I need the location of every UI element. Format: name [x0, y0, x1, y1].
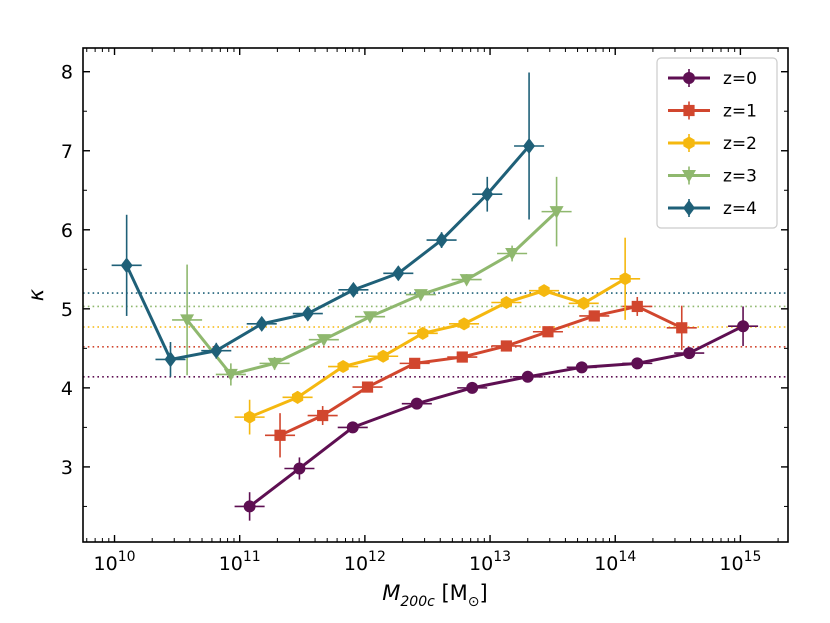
data-point-z4-2	[210, 342, 223, 359]
data-point-z3-0	[180, 314, 195, 327]
data-point-z2-6	[500, 296, 512, 310]
data-point-z3-6	[459, 274, 474, 287]
data-series	[111, 72, 759, 521]
data-point-z0-0	[243, 500, 256, 513]
axis-ticks	[83, 48, 788, 542]
legend-entry-z0: z=0	[668, 69, 757, 89]
y-tick-label-3: 3	[61, 457, 73, 479]
legend-entry-z2: z=2	[668, 134, 757, 154]
data-point-z2-3	[377, 349, 389, 363]
data-point-z1-9	[676, 322, 688, 334]
data-point-z2-0	[243, 410, 256, 424]
x-tick-label-10: 1010	[94, 549, 136, 575]
data-point-z0-2	[346, 421, 359, 434]
data-point-z0-5	[521, 370, 534, 383]
y-tick-label-6: 6	[61, 220, 73, 242]
legend-entry-z1: z=1	[668, 101, 757, 122]
series-z3	[172, 176, 572, 386]
data-point-z1-7	[588, 310, 600, 322]
legend-marker-z4	[683, 200, 695, 216]
axes-frame	[82, 47, 789, 543]
data-point-z3-2	[267, 357, 282, 371]
x-tick-label-15: 1015	[719, 549, 761, 575]
data-point-z3-8	[549, 206, 564, 219]
data-point-z4-9	[523, 138, 536, 155]
data-point-z1-4	[456, 351, 468, 363]
legend-entry-z4: z=4	[668, 199, 757, 219]
data-point-z4-6	[392, 265, 405, 282]
data-point-z2-9	[619, 272, 631, 286]
legend-entry-z3: z=3	[668, 166, 757, 187]
series-z0	[234, 306, 759, 521]
legend-marker-z0	[683, 72, 695, 84]
x-tick-label-12: 1012	[344, 549, 386, 575]
data-point-z2-8	[578, 296, 590, 310]
legend-marker-z2	[683, 136, 695, 150]
series-z4	[111, 72, 545, 377]
legend-marker-z3	[682, 170, 696, 183]
data-point-z0-9	[737, 320, 750, 333]
data-point-z2-5	[458, 317, 470, 331]
legend: z=0 z=1 z=2 z=3 z=4	[656, 57, 778, 229]
data-point-z2-2	[337, 360, 349, 374]
data-point-z2-4	[417, 326, 429, 340]
data-point-z4-3	[255, 315, 268, 332]
data-point-z4-5	[347, 281, 360, 298]
data-point-z3-4	[363, 311, 378, 324]
legend-label-z0: z=0	[723, 69, 757, 89]
series-line-z0	[248, 324, 744, 508]
y-tick-label-4: 4	[61, 378, 73, 400]
data-point-z4-8	[481, 186, 494, 203]
data-point-z1-1	[317, 409, 329, 422]
legend-label-z3: z=3	[723, 167, 757, 187]
data-point-z0-1	[293, 462, 306, 475]
series-z2	[234, 237, 641, 435]
data-point-z0-7	[631, 357, 644, 370]
data-point-z1-2	[361, 381, 374, 393]
data-point-z2-1	[291, 390, 304, 404]
legend-label-z2: z=2	[723, 134, 757, 154]
data-point-z4-4	[301, 305, 314, 322]
data-point-z1-6	[542, 326, 554, 338]
data-point-z1-0	[274, 429, 286, 441]
series-line-z4	[125, 145, 531, 361]
x-tick-label-13: 1013	[469, 549, 511, 575]
data-point-z1-5	[500, 340, 512, 352]
data-point-z0-4	[466, 381, 479, 394]
data-point-z0-6	[575, 361, 588, 374]
data-point-z2-7	[538, 284, 550, 298]
y-tick-label-8: 8	[61, 62, 73, 84]
x-axis-title: M200c [M⊙]	[382, 581, 487, 610]
x-tick-label-11: 1011	[219, 549, 261, 575]
data-point-z0-8	[683, 347, 696, 360]
data-point-z4-0	[120, 257, 133, 274]
data-point-z1-8	[631, 300, 643, 313]
y-axis-title: κ	[24, 288, 48, 301]
legend-label-z4: z=4	[723, 199, 757, 219]
legend-label-z1: z=1	[723, 102, 757, 122]
data-point-z3-3	[316, 334, 331, 347]
series-line-z1	[279, 304, 683, 437]
data-point-z4-1	[164, 351, 177, 368]
data-point-z4-7	[435, 232, 448, 249]
series-line-z2	[249, 277, 626, 419]
legend-marker-z1	[683, 104, 695, 117]
data-point-z3-1	[223, 368, 238, 382]
data-point-z3-5	[413, 289, 428, 302]
y-tick-label-5: 5	[61, 299, 73, 321]
data-point-z0-3	[410, 397, 423, 410]
legend-frame	[656, 57, 778, 229]
tick-labels: 3 4 5 6 7 8 1010 1011 1012 1013 1014 1015	[61, 62, 762, 575]
series-z1	[265, 296, 697, 458]
x-tick-label-14: 1014	[594, 549, 636, 575]
data-point-z3-7	[505, 248, 520, 261]
y-tick-label-7: 7	[61, 141, 73, 163]
data-point-z1-3	[409, 357, 421, 369]
